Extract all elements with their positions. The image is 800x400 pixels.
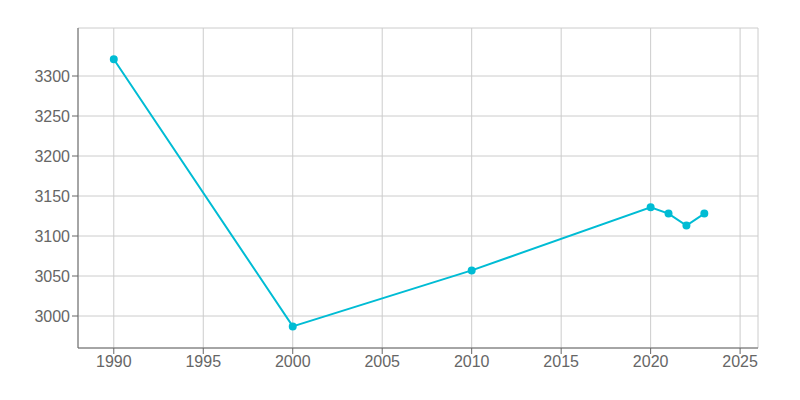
svg-text:2015: 2015 xyxy=(543,353,579,370)
svg-text:3200: 3200 xyxy=(34,148,70,165)
svg-text:2020: 2020 xyxy=(633,353,669,370)
svg-text:1990: 1990 xyxy=(96,353,132,370)
svg-text:2005: 2005 xyxy=(364,353,400,370)
svg-text:2010: 2010 xyxy=(454,353,490,370)
svg-text:3100: 3100 xyxy=(34,228,70,245)
svg-text:3000: 3000 xyxy=(34,308,70,325)
svg-text:3150: 3150 xyxy=(34,188,70,205)
svg-text:3250: 3250 xyxy=(34,108,70,125)
svg-text:2025: 2025 xyxy=(722,353,758,370)
svg-text:3300: 3300 xyxy=(34,68,70,85)
svg-text:1995: 1995 xyxy=(185,353,221,370)
svg-text:2000: 2000 xyxy=(275,353,311,370)
svg-text:3050: 3050 xyxy=(34,268,70,285)
